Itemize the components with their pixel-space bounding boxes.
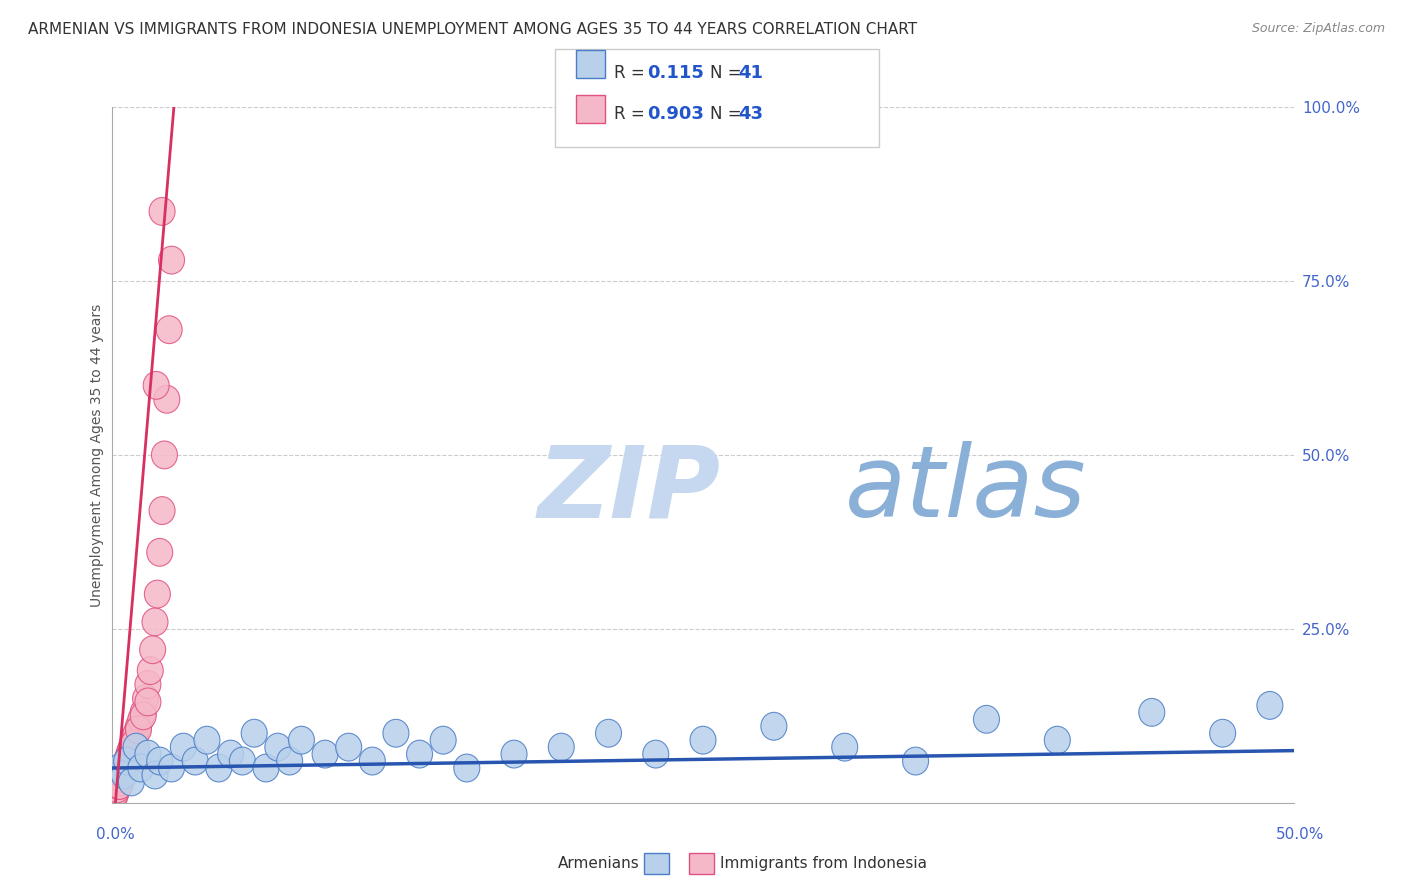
Text: ARMENIAN VS IMMIGRANTS FROM INDONESIA UNEMPLOYMENT AMONG AGES 35 TO 44 YEARS COR: ARMENIAN VS IMMIGRANTS FROM INDONESIA UN… [28,22,917,37]
Text: ZIP: ZIP [537,442,721,538]
Text: Source: ZipAtlas.com: Source: ZipAtlas.com [1251,22,1385,36]
Text: 41: 41 [738,64,763,82]
Text: N =: N = [710,105,747,123]
Text: 0.0%: 0.0% [96,827,135,841]
Text: Armenians: Armenians [558,856,640,871]
Text: Immigrants from Indonesia: Immigrants from Indonesia [720,856,927,871]
Y-axis label: Unemployment Among Ages 35 to 44 years: Unemployment Among Ages 35 to 44 years [90,303,104,607]
Text: N =: N = [710,64,747,82]
Text: R =: R = [614,105,651,123]
Text: 0.903: 0.903 [647,105,703,123]
Text: 0.115: 0.115 [647,64,703,82]
Text: atlas: atlas [845,442,1087,538]
Text: R =: R = [614,64,651,82]
Text: 43: 43 [738,105,763,123]
Text: 50.0%: 50.0% [1277,827,1324,841]
